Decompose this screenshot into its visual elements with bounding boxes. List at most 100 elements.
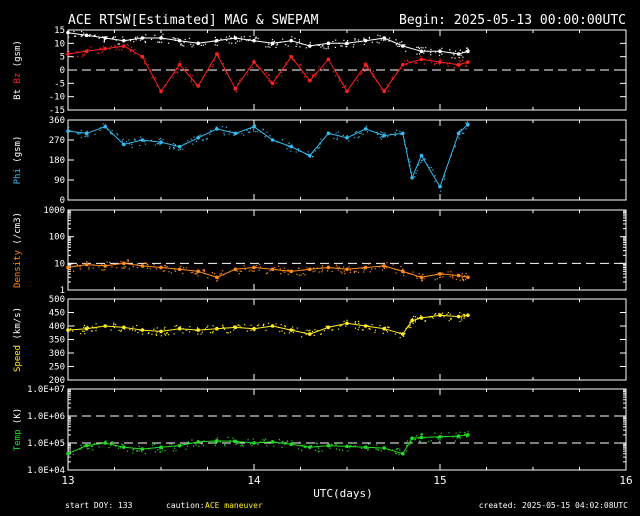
scatter-dot — [390, 133, 392, 135]
scatter-dot — [380, 450, 382, 452]
scatter-dot — [337, 328, 340, 330]
scatter-dot — [409, 161, 411, 163]
scatter-dot — [115, 323, 117, 326]
scatter-dot — [277, 265, 280, 267]
scatter-dot — [410, 326, 412, 329]
scatter-dot — [202, 44, 205, 46]
scatter-dot — [381, 269, 384, 271]
scatter-dot — [328, 326, 330, 328]
scatter-dot — [231, 42, 233, 44]
scatter-dot — [223, 134, 225, 136]
scatter-dot — [73, 270, 75, 272]
scatter-dot — [132, 265, 134, 268]
scatter-dot — [416, 170, 418, 172]
scatter-dot — [321, 266, 323, 268]
scatter-dot — [467, 48, 470, 50]
scatter-dot — [80, 34, 82, 36]
y-tick-label: 300 — [49, 349, 65, 359]
scatter-dot — [418, 53, 421, 55]
scatter-dot — [415, 435, 418, 437]
scatter-dot — [109, 132, 112, 134]
scatter-dot — [140, 56, 142, 58]
scatter-dot — [329, 443, 331, 445]
scatter-dot — [262, 324, 265, 326]
scatter-dot — [113, 322, 115, 324]
scatter-dot — [179, 325, 181, 328]
scatter-dot — [256, 325, 259, 327]
scatter-dot — [455, 64, 458, 66]
y-axis-label-part: Temp — [13, 430, 23, 452]
scatter-dot — [235, 443, 237, 446]
scatter-dot — [116, 47, 118, 49]
scatter-dot — [308, 80, 310, 82]
scatter-dot — [162, 86, 165, 89]
scatter-dot — [386, 84, 388, 86]
scatter-dot — [122, 326, 124, 329]
scatter-dot — [158, 142, 160, 145]
scatter-dot — [239, 40, 241, 42]
scatter-dot — [230, 37, 232, 39]
scatter-dot — [347, 40, 349, 42]
scatter-dot — [117, 134, 119, 136]
scatter-dot — [136, 266, 139, 269]
scatter-dot — [144, 40, 146, 43]
scatter-dot — [113, 46, 115, 48]
scatter-dot — [441, 272, 443, 274]
scatter-dot — [378, 266, 380, 268]
scatter-dot — [430, 54, 432, 56]
scatter-dot — [338, 449, 341, 451]
scatter-dot — [178, 444, 181, 446]
scatter-dot — [146, 267, 149, 269]
scatter-dot — [314, 73, 316, 75]
series-trace — [67, 262, 468, 278]
scatter-dot — [332, 329, 334, 331]
scatter-dot — [292, 59, 294, 61]
scatter-dot — [411, 171, 413, 174]
y-axis-label: Phi (gsm) — [13, 136, 23, 185]
scatter-dot — [462, 278, 464, 280]
scatter-dot — [384, 88, 386, 90]
scatter-dot — [461, 319, 463, 321]
scatter-dot — [300, 274, 302, 276]
scatter-dot — [366, 447, 368, 450]
scatter-dot — [198, 135, 200, 137]
scatter-dot — [438, 312, 440, 315]
scatter-dot — [221, 125, 224, 128]
scatter-dot — [284, 271, 286, 273]
scatter-dot — [311, 156, 314, 158]
scatter-dot — [320, 333, 322, 335]
scatter-dot — [459, 320, 461, 323]
scatter-dot — [313, 74, 315, 77]
scatter-dot — [323, 67, 325, 69]
scatter-dot — [430, 61, 433, 64]
scatter-dot — [255, 37, 257, 39]
scatter-dot — [263, 439, 266, 441]
scatter-dot — [301, 444, 304, 447]
scatter-dot — [153, 328, 155, 330]
scatter-dot — [463, 317, 465, 319]
scatter-dot — [141, 37, 143, 39]
scatter-dot — [447, 271, 449, 273]
scatter-dot — [127, 44, 129, 46]
scatter-dot — [176, 324, 178, 327]
scatter-dot — [414, 316, 417, 318]
scatter-dot — [236, 442, 238, 444]
scatter-dot — [88, 447, 90, 450]
scatter-dot — [196, 442, 198, 444]
scatter-dot — [399, 337, 401, 339]
scatter-dot — [254, 329, 256, 331]
scatter-dot — [330, 133, 332, 135]
scatter-dot — [363, 38, 365, 41]
scatter-dot — [78, 133, 80, 135]
scatter-dot — [392, 77, 394, 80]
scatter-dot — [459, 60, 461, 63]
y-tick-label: 15 — [54, 26, 65, 36]
scatter-dot — [305, 447, 307, 449]
scatter-dot — [394, 333, 396, 335]
scatter-dot — [262, 439, 264, 441]
y-axis-label-part: Density — [13, 249, 23, 288]
scatter-dot — [455, 432, 457, 434]
scatter-dot — [80, 444, 82, 446]
scatter-dot — [229, 439, 231, 442]
scatter-dot — [253, 59, 255, 61]
